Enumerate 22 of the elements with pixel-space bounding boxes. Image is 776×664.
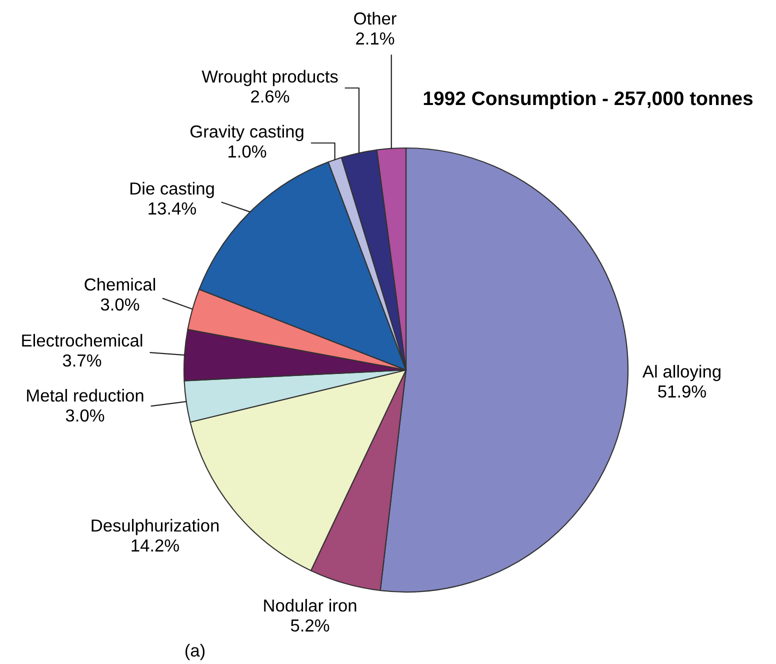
- data-label: 14.2%: [132, 539, 179, 552]
- slice-label: Desulphurization: [92, 518, 219, 536]
- slice-label: Al alloying: [642, 364, 720, 382]
- data-label: 2.1%: [356, 32, 394, 45]
- slice-label: Gravity casting: [190, 124, 304, 142]
- data-label: 3.7%: [62, 354, 102, 367]
- data-label: 51.9%: [658, 385, 706, 398]
- slice-label: Electrochemical: [22, 334, 142, 347]
- slice-label: Wrought products: [202, 70, 338, 86]
- text: 1992 Consumption - 257,000 tonnes: [424, 90, 753, 110]
- data-label: 3.0%: [66, 409, 104, 422]
- data-label: 13.4%: [148, 202, 196, 215]
- data-label: 3.0%: [100, 298, 140, 311]
- slice-label: Die casting: [130, 182, 214, 198]
- data-label: 2.6%: [251, 90, 290, 103]
- slice-label: Chemical: [84, 278, 156, 291]
- data-label: 5.2%: [290, 619, 330, 632]
- text: (a): [185, 644, 205, 660]
- slice-label: Nodular iron: [264, 598, 356, 612]
- slice-label: Other: [354, 12, 396, 25]
- slice-label: Metal reduction: [27, 388, 144, 402]
- data-label: 1.0%: [228, 145, 266, 158]
